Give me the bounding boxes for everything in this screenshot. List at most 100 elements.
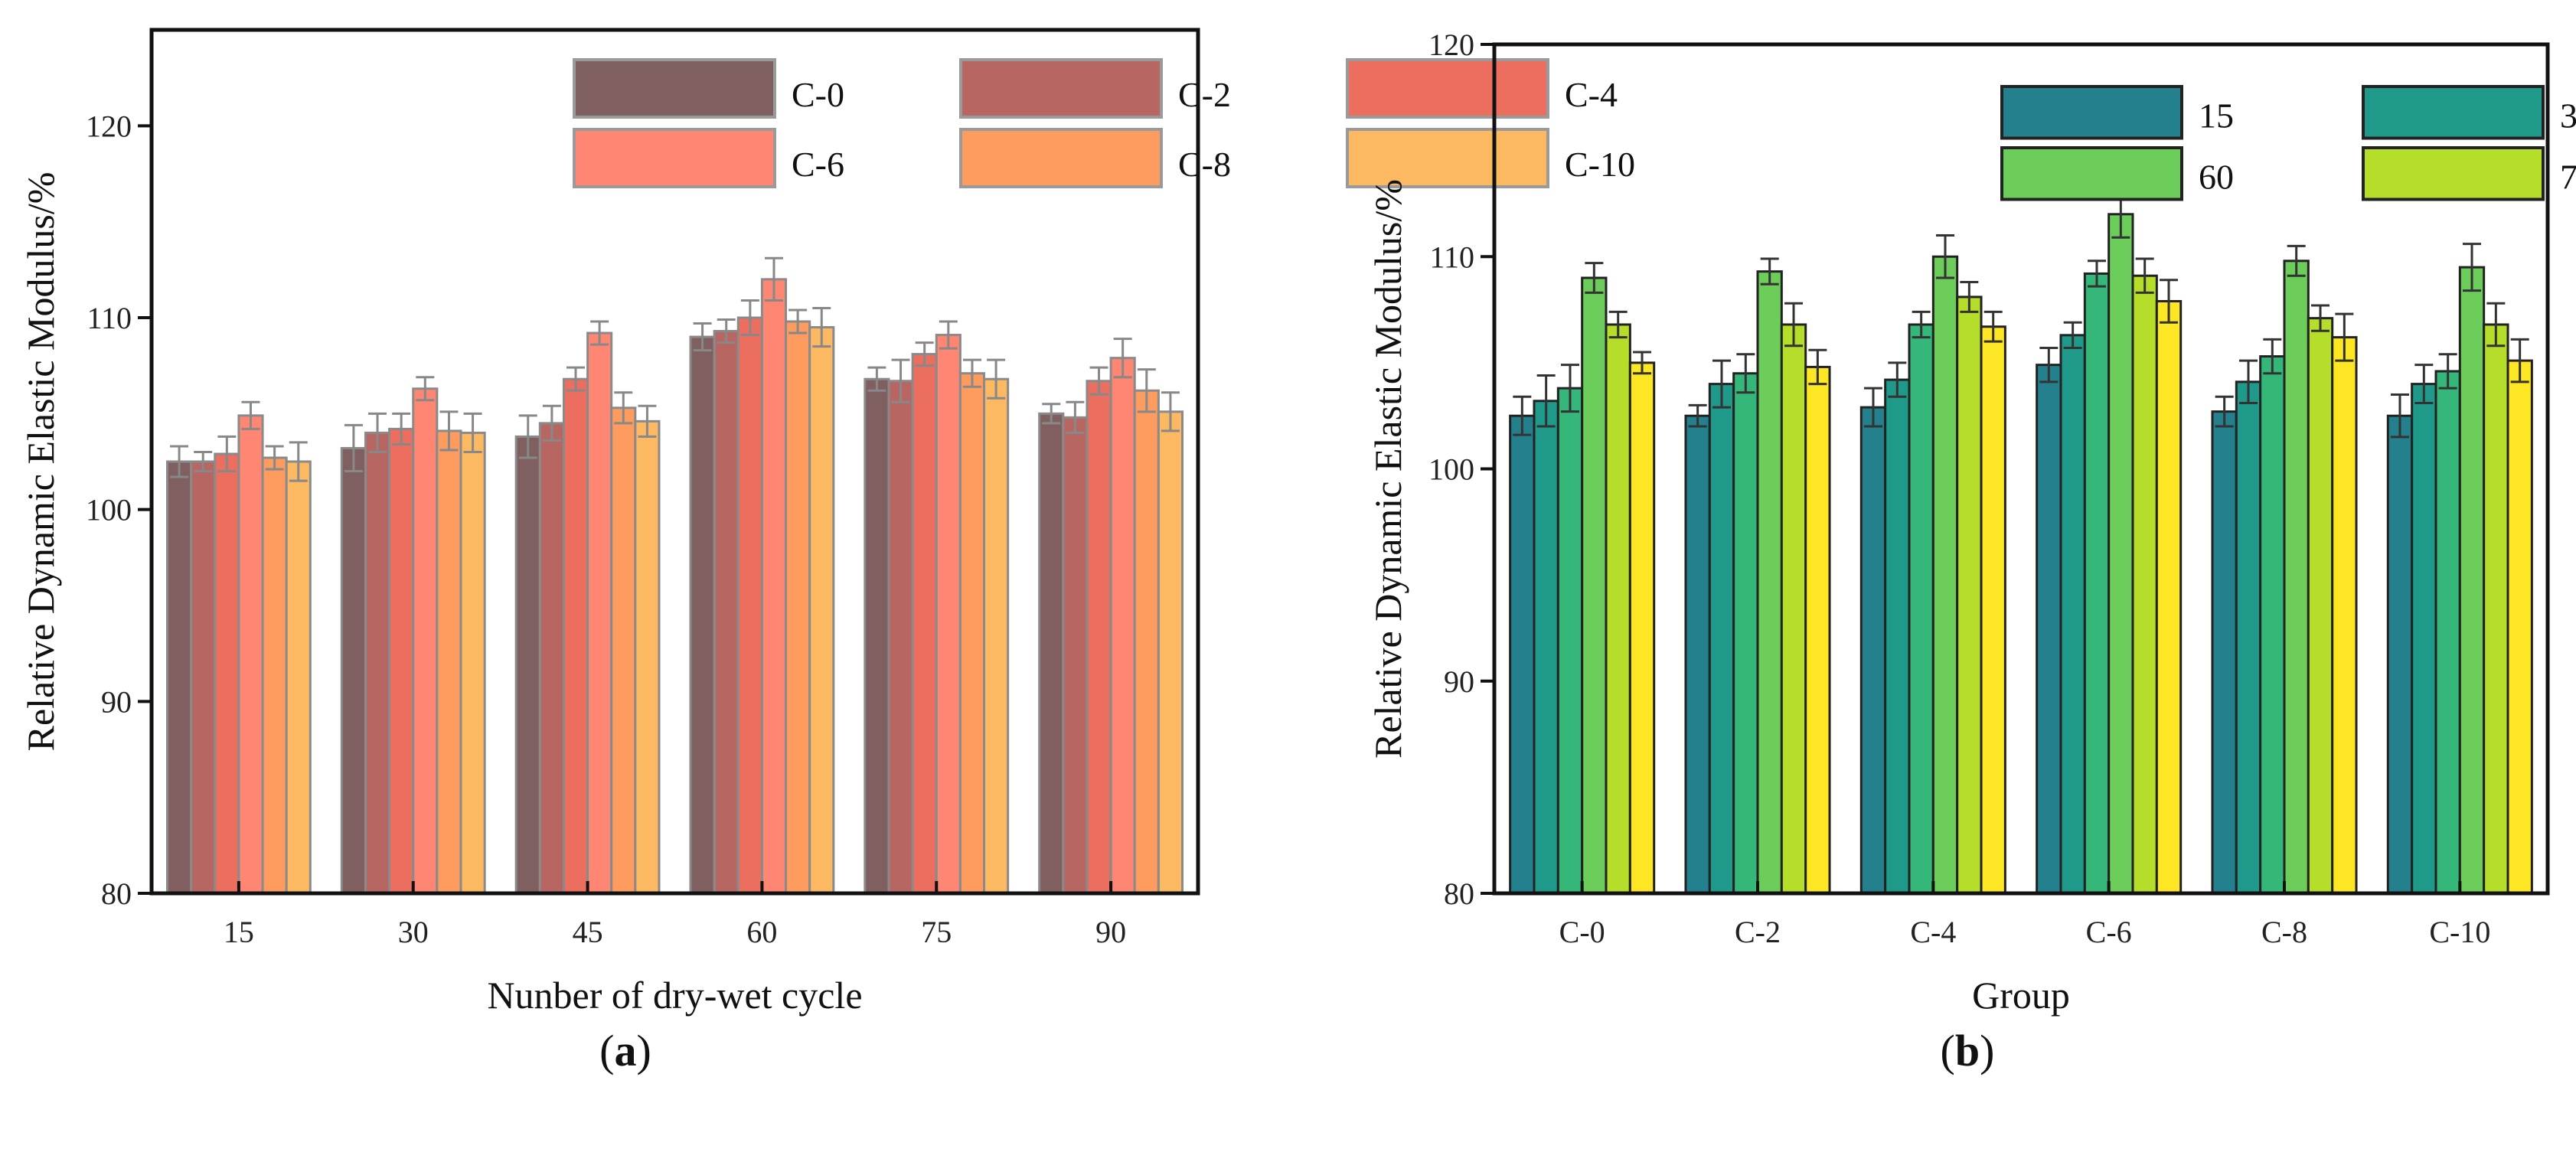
bar-75-C-2 [1780, 323, 1807, 895]
error-bar-30-C-4 [1888, 361, 1907, 398]
bar-90-C-10 [2506, 359, 2533, 895]
error-bar-C-6-30 [416, 376, 435, 402]
error-bar-C-6-45 [590, 320, 609, 346]
error-bar-90-C-0 [1633, 351, 1652, 375]
legend-swatch-C-8 [959, 128, 1163, 188]
y-tick-label: 100 [1428, 452, 1474, 487]
bar-15-C-6 [2036, 364, 2062, 895]
legend-swatch-C-4 [1346, 58, 1549, 119]
bar-15-C-8 [2211, 410, 2238, 895]
bar-90-C-6 [2155, 299, 2183, 895]
error-bar-30-C-0 [1536, 374, 1556, 428]
error-bar-C-10-90 [1161, 391, 1180, 432]
error-bar-C-8-90 [1137, 368, 1156, 413]
error-bar-15-C-8 [2215, 395, 2234, 428]
error-bar-60-C-8 [2287, 244, 2306, 277]
panel-letter: b [1955, 1026, 1980, 1076]
bar-C-8-60 [785, 320, 811, 895]
x-tick-label: 15 [224, 915, 254, 949]
bar-30-C-6 [2059, 334, 2086, 895]
error-bar-75-C-4 [1960, 281, 1979, 313]
paren-open: ( [1941, 1026, 1955, 1076]
bar-C-10-45 [634, 419, 661, 895]
bar-C-0-30 [340, 446, 367, 895]
paren-open: ( [599, 1026, 614, 1076]
error-bar-C-0-60 [693, 322, 712, 352]
bar-C-8-15 [261, 456, 288, 895]
bar-C-10-90 [1157, 410, 1184, 895]
x-axis-title: Nunber of dry-wet cycle [487, 974, 862, 1017]
error-bar-C-8-45 [614, 391, 633, 425]
x-tick-label: 60 [746, 915, 777, 949]
error-bar-60-C-10 [2463, 243, 2481, 292]
bar-C-4-90 [1086, 380, 1112, 895]
bar-75-C-8 [2307, 317, 2334, 895]
bar-C-6-15 [237, 414, 264, 895]
error-bar-C-2-45 [542, 404, 561, 442]
error-bar-45-C-0 [1561, 364, 1579, 413]
error-bar-15-C-0 [1513, 395, 1532, 436]
bar-75-C-6 [2131, 274, 2158, 895]
bar-90-C-0 [1628, 361, 1656, 895]
error-bar-30-C-8 [2238, 359, 2258, 405]
bar-C-0-90 [1038, 412, 1065, 895]
bar-C-2-75 [887, 380, 914, 895]
chart-b: 80 90 100 110 120 C-0 C-2 C-4 C-6 C-8 C-10 Group Rel… [1366, 28, 2576, 1076]
x-tick-label: C-4 [1910, 915, 1956, 949]
legend-swatch-C-6 [573, 128, 776, 188]
y-tick-label: 120 [1428, 28, 1474, 62]
error-bar-90-C-6 [2160, 279, 2179, 324]
error-bar-C-6-75 [939, 320, 958, 350]
panel-label: (b) [1941, 1026, 1995, 1076]
y-axis-title: Relative Dynamic Elastic Modulus/% [1366, 179, 1409, 759]
error-bar-60-C-2 [1760, 257, 1779, 286]
error-bar-C-0-15 [170, 445, 189, 478]
error-bar-C-8-75 [962, 358, 981, 388]
bar-60-C-8 [2283, 259, 2310, 895]
legend-swatch-C-10 [1346, 128, 1549, 188]
error-bar-15-C-10 [2390, 393, 2409, 439]
bar-C-2-15 [190, 460, 217, 895]
error-bar-75-C-8 [2311, 304, 2330, 332]
bar-C-8-90 [1133, 389, 1160, 895]
legend-label: 75 [2560, 158, 2576, 197]
error-bar-C-0-90 [1042, 403, 1061, 425]
bar-90-C-8 [2331, 336, 2358, 895]
x-tick-label: C-10 [2429, 915, 2490, 949]
legend-label: C-8 [1178, 145, 1231, 184]
bar-C-8-75 [958, 372, 986, 895]
bar-C-6-90 [1109, 357, 1136, 895]
bar-C-10-15 [285, 460, 312, 895]
bar-75-C-4 [1956, 295, 1983, 895]
error-bar-30-C-6 [2063, 321, 2082, 349]
bar-30-C-4 [1884, 378, 1911, 895]
error-bar-45-C-2 [1736, 353, 1755, 394]
legend-swatch-15 [2000, 85, 2183, 140]
bar-C-2-30 [364, 431, 391, 895]
error-bar-C-6-90 [1113, 338, 1132, 379]
bar-30-C-10 [2411, 383, 2437, 895]
error-bar-C-10-60 [812, 306, 831, 348]
error-bar-C-4-15 [217, 435, 237, 473]
bar-C-0-75 [864, 377, 890, 895]
error-bar-C-2-75 [891, 358, 910, 403]
error-bar-C-0-45 [518, 414, 537, 459]
x-tick-label: 75 [921, 915, 952, 949]
bar-30-C-2 [1708, 383, 1735, 895]
bar-45-C-6 [2083, 272, 2111, 895]
error-bar-C-10-45 [638, 404, 657, 438]
legend-label: 15 [2199, 96, 2234, 135]
bar-90-C-2 [1804, 365, 1831, 895]
error-bar-C-0-75 [867, 366, 886, 392]
bar-75-C-0 [1605, 323, 1631, 895]
y-tick-label: 90 [1444, 664, 1474, 699]
bar-C-0-60 [689, 335, 716, 895]
bar-C-4-60 [736, 316, 763, 895]
error-bar-C-2-30 [368, 412, 387, 453]
bar-C-4-15 [214, 452, 240, 895]
bar-C-10-60 [808, 326, 835, 895]
y-axis-title: Relative Dynamic Elastic Modulus/% [19, 172, 62, 752]
bar-60-C-10 [2458, 266, 2486, 895]
legend-label: 60 [2199, 158, 2234, 197]
